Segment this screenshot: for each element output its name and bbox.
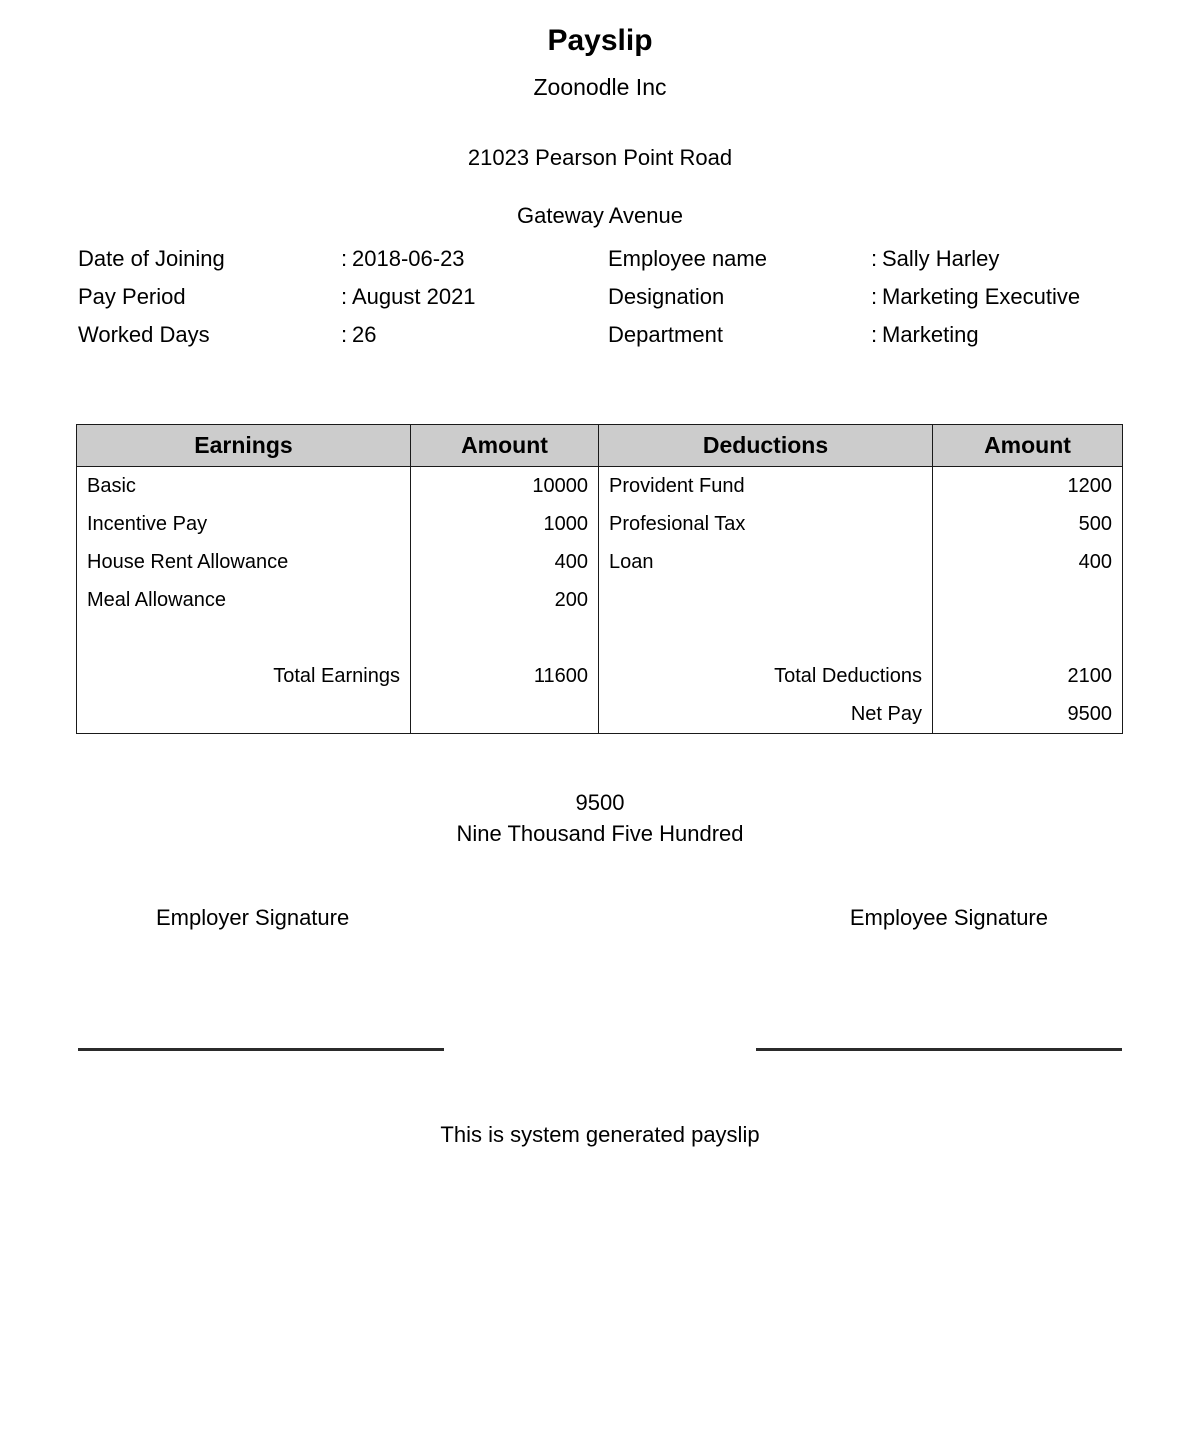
company-address-line-1: 21023 Pearson Point Road (467, 145, 733, 171)
company-address: 21023 Pearson Point Road Gateway Avenue (0, 114, 1200, 259)
detail-separator: : (341, 322, 348, 347)
deduction-label-loan: Loan (598, 543, 933, 581)
table-row: Meal Allowance 200 (76, 581, 1123, 619)
detail-separator: : (871, 322, 878, 347)
earning-label-incentive-pay: Incentive Pay (76, 505, 411, 543)
detail-label-date-of-joining: Date of Joining (78, 246, 225, 271)
detail-value-worked-days: 26 (352, 322, 377, 347)
earning-amount-basic: 10000 (410, 466, 599, 505)
detail-label-department: Department (608, 322, 723, 347)
table-spacer-row (76, 619, 1123, 657)
detail-separator: : (341, 284, 348, 309)
detail-separator: : (871, 284, 878, 309)
deduction-amount-provident-fund: 1200 (932, 466, 1123, 505)
earning-amount-house-rent-allowance: 400 (410, 543, 599, 581)
table-header: Earnings Amount Deductions Amount (76, 424, 1123, 467)
table-row: Incentive Pay 1000 Profesional Tax 500 (76, 505, 1123, 543)
table-body: Basic 10000 Provident Fund 1200 Incentiv… (76, 466, 1123, 734)
document-header: Payslip Zoonodle Inc 21023 Pearson Point… (0, 0, 1200, 259)
column-header-deductions-amount: Amount (932, 424, 1123, 467)
net-pay-label: Net Pay (598, 695, 933, 734)
employee-details: Date of Joining : 2018-06-23 Pay Period … (78, 240, 1128, 354)
deduction-label-provident-fund: Provident Fund (598, 466, 933, 505)
total-deductions-label: Total Deductions (598, 657, 933, 695)
signature-lines (78, 1048, 1122, 1051)
total-earnings-amount: 11600 (410, 657, 599, 695)
column-header-deductions: Deductions (598, 424, 933, 467)
column-header-earnings-amount: Amount (410, 424, 599, 467)
footer-note: This is system generated payslip (440, 1122, 760, 1147)
deduction-label-empty (598, 581, 933, 619)
detail-row-worked-days: Worked Days : 26 (78, 316, 608, 354)
detail-separator: : (871, 246, 878, 271)
deduction-amount-loan: 400 (932, 543, 1123, 581)
employee-signature-line (756, 1048, 1122, 1051)
company-address-line-2: Gateway Avenue (517, 203, 683, 229)
detail-row-pay-period: Pay Period : August 2021 (78, 278, 608, 316)
column-header-earnings: Earnings (76, 424, 411, 467)
detail-row-department: Department : Marketing (608, 316, 1128, 354)
detail-label-employee-name: Employee name (608, 246, 767, 271)
signature-section: Employer Signature Employee Signature (78, 905, 1122, 1051)
detail-label-pay-period: Pay Period (78, 284, 186, 309)
earning-amount-meal-allowance: 200 (410, 581, 599, 619)
spacer-cell (932, 619, 1123, 657)
spacer-cell (76, 619, 411, 657)
earning-amount-incentive-pay: 1000 (410, 505, 599, 543)
table-header-row: Earnings Amount Deductions Amount (76, 424, 1123, 467)
detail-label-worked-days: Worked Days (78, 322, 210, 347)
earning-label-basic: Basic (76, 466, 411, 505)
employer-signature-line (78, 1048, 444, 1051)
page-title: Payslip (547, 24, 653, 57)
detail-label-designation: Designation (608, 284, 725, 309)
detail-row-employee-name: Employee name : Sally Harley (608, 240, 1128, 278)
detail-row-date-of-joining: Date of Joining : 2018-06-23 (78, 240, 608, 278)
employee-signature-label: Employee Signature (849, 905, 1048, 930)
net-pay-empty-cell (76, 695, 411, 734)
employee-details-right-column: Employee name : Sally Harley Designation… (608, 240, 1128, 354)
employer-signature-label: Employer Signature (156, 905, 350, 930)
employee-details-left-column: Date of Joining : 2018-06-23 Pay Period … (78, 240, 608, 354)
deduction-label-profesional-tax: Profesional Tax (598, 505, 933, 543)
deduction-amount-profesional-tax: 500 (932, 505, 1123, 543)
net-pay-summary-in-words: Nine Thousand Five Hundred (456, 820, 744, 846)
net-pay-summary-amount: 9500 (575, 790, 625, 815)
spacer-cell (598, 619, 933, 657)
detail-value-employee-name: Sally Harley (882, 246, 1000, 271)
detail-value-designation: Marketing Executive (882, 284, 1081, 309)
total-earnings-label: Total Earnings (76, 657, 411, 695)
detail-separator: : (341, 246, 348, 271)
detail-value-date-of-joining: 2018-06-23 (352, 246, 465, 271)
signature-labels: Employer Signature Employee Signature (78, 905, 1122, 931)
detail-value-pay-period: August 2021 (352, 284, 476, 309)
earning-label-house-rent-allowance: House Rent Allowance (76, 543, 411, 581)
table-row-net-pay: Net Pay 9500 (76, 695, 1123, 734)
detail-row-designation: Designation : Marketing Executive (608, 278, 1128, 316)
earnings-deductions-table: Earnings Amount Deductions Amount Basic … (76, 424, 1123, 734)
net-pay-amount: 9500 (932, 695, 1123, 734)
earning-label-meal-allowance: Meal Allowance (76, 581, 411, 619)
total-deductions-amount: 2100 (932, 657, 1123, 695)
payslip-table-wrapper: Earnings Amount Deductions Amount Basic … (76, 424, 1123, 734)
deduction-amount-empty (932, 581, 1123, 619)
detail-value-department: Marketing (882, 322, 979, 347)
spacer-cell (410, 619, 599, 657)
table-row-totals: Total Earnings 11600 Total Deductions 21… (76, 657, 1123, 695)
table-row: Basic 10000 Provident Fund 1200 (76, 466, 1123, 505)
net-pay-empty-amount-cell (410, 695, 599, 734)
net-pay-summary: 9500 Nine Thousand Five Hundred (0, 788, 1200, 850)
table-row: House Rent Allowance 400 Loan 400 (76, 543, 1123, 581)
company-name: Zoonodle Inc (533, 73, 667, 100)
